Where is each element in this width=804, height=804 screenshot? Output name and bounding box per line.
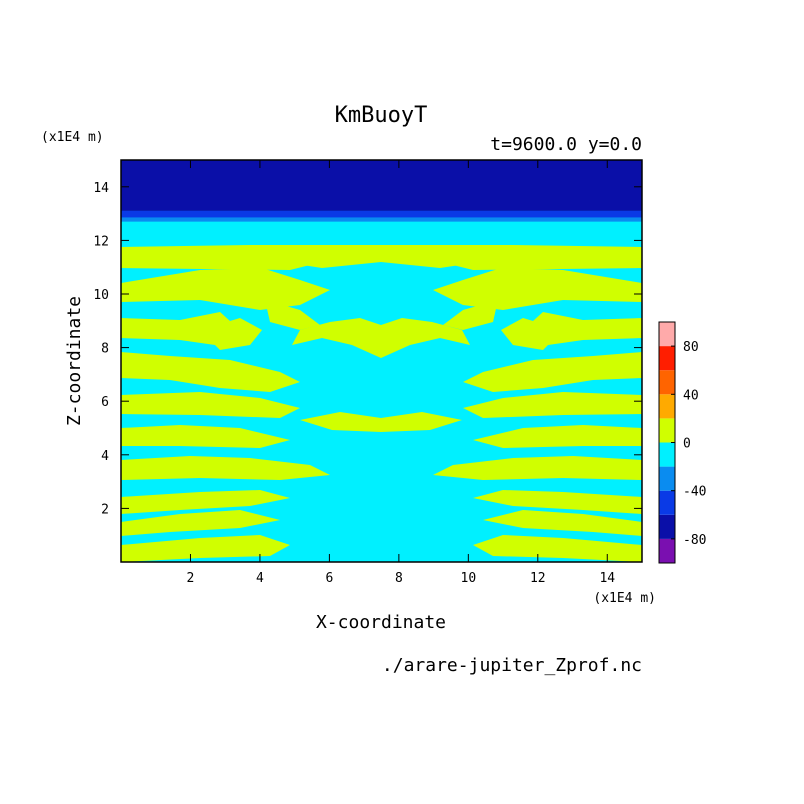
y-tick-label: 12 [93,234,109,249]
x-ticks: 2 4 6 8 10 12 14 [187,160,615,586]
colorbar-segment [659,442,675,467]
y-tick-label: 2 [101,502,109,517]
contour-band [121,352,300,392]
colorbar: 80 40 0 -40 -80 [658,321,706,564]
colorbar-tick-label: -80 [683,533,706,548]
chart-title: KmBuoyT [335,103,428,128]
colorbar-segment [659,514,675,539]
colorbar-segment [659,346,675,371]
x-tick-label: 6 [325,571,333,586]
contour-band [121,456,330,480]
y-unit-label: (x1E4 m) [41,130,104,145]
contour-band [463,352,642,392]
contour-band [121,392,300,418]
colorbar-tick-label: 80 [683,340,699,355]
contour-band [483,510,642,536]
y-ticks: 2 4 6 8 10 12 14 [93,181,642,517]
plot-frame [120,159,643,563]
contour-band [121,510,280,536]
contour-band [121,268,330,310]
contour-band [473,425,642,448]
x-unit-label: (x1E4 m) [593,591,656,606]
colorbar-tick-label: -40 [683,485,706,500]
x-tick-label: 14 [599,571,615,586]
contour-band [463,392,642,418]
colorbar-segment [659,394,675,419]
y-tick-label: 6 [101,395,109,410]
y-tick-label: 10 [93,288,109,303]
y-tick-label: 8 [101,342,109,357]
contour-band [443,300,498,330]
contour-band [433,268,642,310]
x-tick-label: 12 [530,571,546,586]
contour-band [121,425,290,448]
top-layer-0 [121,160,642,211]
y-tick-label: 4 [101,449,109,464]
colorbar-tick-label: 0 [683,437,691,452]
contour-band [300,412,462,432]
contour-band [501,318,563,350]
contour-band [473,490,642,514]
x-axis-label: X-coordinate [316,612,446,633]
colorbar-segment [659,538,675,563]
colorbar-segment [659,466,675,491]
colorbar-segment [659,322,675,347]
colorbar-segment [659,370,675,395]
chart-subtitle: t=9600.0 y=0.0 [490,134,642,155]
contour-band [121,535,290,562]
contour-band [121,490,290,514]
colorbar-segment [659,490,675,515]
top-layer-1 [121,210,642,218]
contour-band [250,245,513,268]
x-tick-label: 4 [256,571,264,586]
colorbar-tick-label: 40 [683,388,699,403]
x-tick-label: 10 [461,571,477,586]
contour-field [121,160,642,562]
contour-band [200,318,262,350]
source-file-label: ./arare-jupiter_Zprof.nc [382,655,642,676]
contour-band [433,456,642,480]
top-layers [121,160,642,222]
contour-band [292,318,470,358]
contour-band [473,535,642,562]
top-layer-2 [121,217,642,222]
y-tick-label: 14 [93,181,109,196]
x-tick-label: 2 [187,571,195,586]
yellow-bands [121,245,642,562]
y-axis-label: Z-coordinate [64,296,85,426]
contour-band [265,300,320,330]
x-tick-label: 8 [395,571,403,586]
colorbar-segment [659,418,675,443]
